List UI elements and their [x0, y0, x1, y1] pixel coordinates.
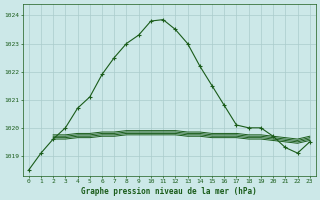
X-axis label: Graphe pression niveau de la mer (hPa): Graphe pression niveau de la mer (hPa) — [81, 187, 257, 196]
